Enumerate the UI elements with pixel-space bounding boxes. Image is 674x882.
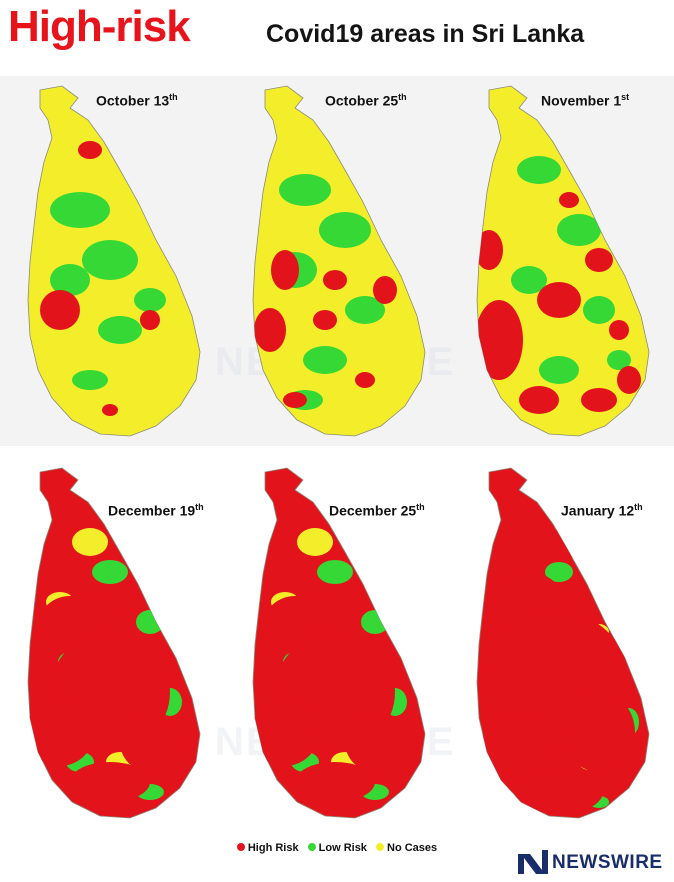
title-main: High-risk [8, 2, 191, 51]
legend-dot-low [307, 843, 316, 852]
legend-item-high: High Risk [236, 842, 299, 854]
risk-area-high [140, 310, 160, 330]
date-label-2: October 25th [325, 92, 407, 109]
risk-area-high [537, 282, 581, 318]
risk-area-high [515, 770, 603, 814]
risk-area-high [477, 300, 523, 380]
map-november-1: November 1st [449, 80, 674, 450]
legend: High Risk Low Risk No Cases [0, 842, 674, 862]
brand-name: NEWSWIRE [552, 852, 663, 873]
risk-area-low [319, 212, 371, 248]
risk-area-low [545, 562, 573, 582]
sri-lanka-map-1 [27, 85, 201, 437]
risk-area-high [581, 388, 617, 412]
risk-area-low [361, 610, 389, 634]
date-label-1: October 13th [96, 92, 178, 109]
date-label-3: November 1st [541, 92, 630, 109]
legend-dot-high [236, 843, 245, 852]
map-october-25: October 25th [225, 80, 450, 450]
newswire-logo-icon [518, 850, 548, 874]
map-january-12: January 12th [449, 462, 674, 832]
risk-area-high [70, 762, 150, 802]
risk-area-low [557, 214, 601, 246]
risk-area-high [102, 404, 118, 416]
risk-area-low [539, 356, 579, 384]
risk-area-low [317, 560, 353, 584]
risk-area-high [80, 594, 120, 630]
risk-area-low [134, 288, 166, 312]
risk-area-low [279, 174, 331, 206]
risk-area-high [253, 698, 319, 766]
risk-area-high [40, 290, 80, 330]
risk-area-high [313, 310, 337, 330]
legend-item-low: Low Risk [307, 842, 367, 854]
risk-area-low [583, 296, 615, 324]
risk-area-low [50, 192, 110, 228]
risk-area-high [78, 141, 102, 159]
risk-area-high [549, 526, 589, 558]
risk-area-high [28, 698, 94, 766]
risk-area-high [355, 372, 375, 388]
risk-area-high [559, 192, 579, 208]
risk-area-low [511, 266, 547, 294]
risk-area-high [617, 366, 641, 394]
risk-area-high [295, 762, 375, 802]
risk-area-low [136, 610, 164, 634]
map-december-25: December 25th [225, 462, 450, 832]
legend-label-none: No Cases [387, 842, 438, 854]
sri-lanka-map-4 [27, 467, 201, 819]
risk-area-low [72, 370, 108, 390]
risk-area-high [519, 386, 559, 414]
sri-lanka-map-3 [476, 85, 650, 437]
risk-area-low [92, 560, 128, 584]
risk-area-low [607, 350, 631, 370]
risk-area-high [323, 270, 347, 290]
map-december-19: December 19th [0, 462, 225, 832]
risk-area-high [585, 248, 613, 272]
sri-lanka-map-2 [252, 85, 426, 437]
risk-area-low [517, 156, 561, 184]
risk-area-high [345, 712, 405, 772]
risk-area-high [254, 308, 286, 352]
risk-area-high [120, 712, 180, 772]
sri-lanka-map-5 [252, 467, 426, 819]
date-label-6: January 12th [561, 502, 643, 519]
risk-area-high [477, 230, 503, 270]
legend-item-none: No Cases [376, 842, 437, 854]
risk-area-high [563, 692, 635, 772]
risk-area-high [479, 712, 559, 792]
brand-logo: NEWSWIRE [518, 848, 668, 878]
risk-area-none [297, 528, 333, 556]
risk-area-low [50, 264, 90, 296]
risk-area-low [98, 316, 142, 344]
map-october-13: October 13th [0, 80, 225, 450]
title-block: High-risk Covid19 areas in Sri Lanka [8, 0, 668, 56]
risk-area-low [345, 296, 385, 324]
date-label-5: December 25th [329, 502, 425, 519]
date-label-4: December 19th [108, 502, 204, 519]
risk-area-none [72, 528, 108, 556]
risk-area-high [271, 250, 299, 290]
sri-lanka-map-6 [476, 467, 650, 819]
title-sub: Covid19 areas in Sri Lanka [266, 20, 585, 48]
island-outline [252, 85, 426, 437]
risk-area-low [303, 346, 347, 374]
legend-dot-none [376, 843, 384, 852]
legend-label-low: Low Risk [318, 842, 367, 854]
risk-area-high [283, 392, 307, 408]
risk-area-low [82, 240, 138, 280]
risk-area-high [305, 594, 345, 630]
legend-label-high: High Risk [247, 842, 299, 854]
risk-area-high [373, 276, 397, 304]
risk-area-high [609, 320, 629, 340]
